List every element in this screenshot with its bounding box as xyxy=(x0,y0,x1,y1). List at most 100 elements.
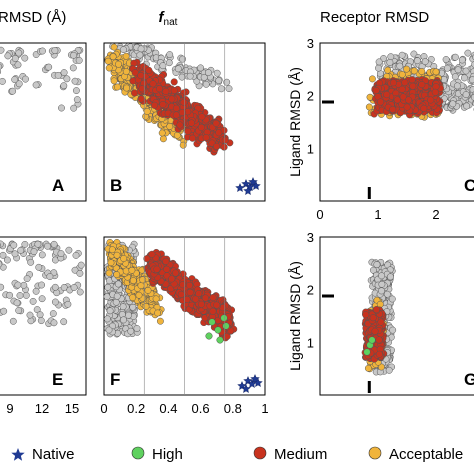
incorrect-point xyxy=(72,251,80,259)
panel-E-frame xyxy=(0,236,87,396)
acceptable-point xyxy=(368,75,376,83)
incorrect-point xyxy=(468,76,474,84)
medium-point xyxy=(187,119,196,127)
acceptable-point xyxy=(154,309,162,317)
incorrect-point xyxy=(179,55,187,63)
medium-point xyxy=(184,127,192,135)
incorrect-point xyxy=(69,64,77,72)
medium-point xyxy=(138,85,146,93)
incorrect-point xyxy=(49,310,57,318)
incorrect-point xyxy=(125,311,133,319)
medium-point xyxy=(163,265,171,273)
medium-point xyxy=(202,133,210,142)
incorrect-point xyxy=(22,291,30,299)
incorrect-point xyxy=(3,256,11,264)
medium-point xyxy=(159,100,167,109)
incorrect-point xyxy=(136,51,144,59)
incorrect-point xyxy=(37,317,45,325)
incorrect-point xyxy=(127,327,135,335)
medium-point xyxy=(195,290,203,298)
incorrect-point xyxy=(378,287,385,295)
x-tick-label: 0.2 xyxy=(127,401,145,416)
acceptable-point xyxy=(120,255,128,262)
incorrect-point xyxy=(51,283,59,291)
acceptable-point xyxy=(113,251,121,259)
acceptable-point xyxy=(122,52,130,60)
acceptable-point xyxy=(107,259,115,267)
acceptable-point xyxy=(384,66,392,74)
y-tick-label: 1 xyxy=(307,141,314,156)
legend-swatch-native xyxy=(11,448,25,461)
medium-point xyxy=(213,301,221,309)
high-point xyxy=(363,348,371,356)
medium-point xyxy=(130,59,138,67)
acceptable-point xyxy=(398,71,406,78)
medium-point xyxy=(177,290,185,298)
incorrect-point xyxy=(105,326,113,334)
y-tick-label: 1 xyxy=(307,335,314,350)
acceptable-point xyxy=(403,65,411,73)
incorrect-point xyxy=(103,315,111,323)
incorrect-point xyxy=(375,64,382,72)
incorrect-point xyxy=(449,100,457,108)
acceptable-point xyxy=(142,302,150,310)
medium-point xyxy=(137,71,145,80)
incorrect-point xyxy=(27,317,35,325)
incorrect-point xyxy=(72,87,80,95)
incorrect-point xyxy=(20,281,28,289)
medium-point xyxy=(212,119,220,127)
high-point xyxy=(214,326,222,334)
high-point xyxy=(368,336,376,344)
incorrect-point xyxy=(462,67,470,75)
medium-point xyxy=(377,98,385,106)
incorrect-point xyxy=(197,64,205,72)
acceptable-point xyxy=(122,68,130,76)
scatter-points xyxy=(0,42,474,394)
incorrect-point xyxy=(17,246,25,254)
acceptable-point xyxy=(139,276,147,284)
incorrect-point xyxy=(215,77,223,85)
legend-label-high: High xyxy=(152,446,183,463)
acceptable-point xyxy=(173,131,181,139)
acceptable-point xyxy=(110,77,118,85)
incorrect-point xyxy=(77,261,85,269)
medium-point xyxy=(372,86,380,95)
medium-point xyxy=(409,82,417,90)
incorrect-point xyxy=(166,51,174,59)
incorrect-point xyxy=(13,299,21,307)
medium-point xyxy=(145,66,153,74)
high-point xyxy=(208,318,216,326)
incorrect-point xyxy=(159,62,167,70)
incorrect-point xyxy=(0,69,2,75)
incorrect-point xyxy=(9,317,17,325)
col-title-middle-main: f xyxy=(159,9,166,26)
incorrect-point xyxy=(462,91,470,99)
medium-point xyxy=(377,318,385,326)
legend-label-medium: Medium xyxy=(274,446,327,463)
incorrect-point xyxy=(71,77,79,85)
incorrect-point xyxy=(32,81,40,89)
incorrect-point xyxy=(120,46,127,54)
medium-point xyxy=(180,98,188,106)
medium-point xyxy=(168,95,176,103)
incorrect-point xyxy=(14,281,22,289)
high-point xyxy=(216,336,224,344)
incorrect-point xyxy=(186,72,194,80)
incorrect-point xyxy=(38,281,46,289)
incorrect-point xyxy=(50,319,58,327)
panel-letter-B: B xyxy=(110,176,122,195)
incorrect-point xyxy=(70,104,78,112)
medium-point xyxy=(405,96,413,104)
legend-label-native: Native xyxy=(32,446,75,463)
incorrect-point xyxy=(0,46,5,54)
medium-point xyxy=(220,143,228,151)
incorrect-point xyxy=(76,288,84,296)
x-tick-label: 0.6 xyxy=(192,401,210,416)
medium-point xyxy=(401,78,409,87)
legend-swatch-high xyxy=(131,446,145,460)
ylabel-C: Ligand RMSD (Å) xyxy=(287,67,303,177)
incorrect-point xyxy=(51,47,59,54)
incorrect-point xyxy=(464,49,472,57)
incorrect-point xyxy=(104,283,112,291)
incorrect-point xyxy=(4,52,12,60)
